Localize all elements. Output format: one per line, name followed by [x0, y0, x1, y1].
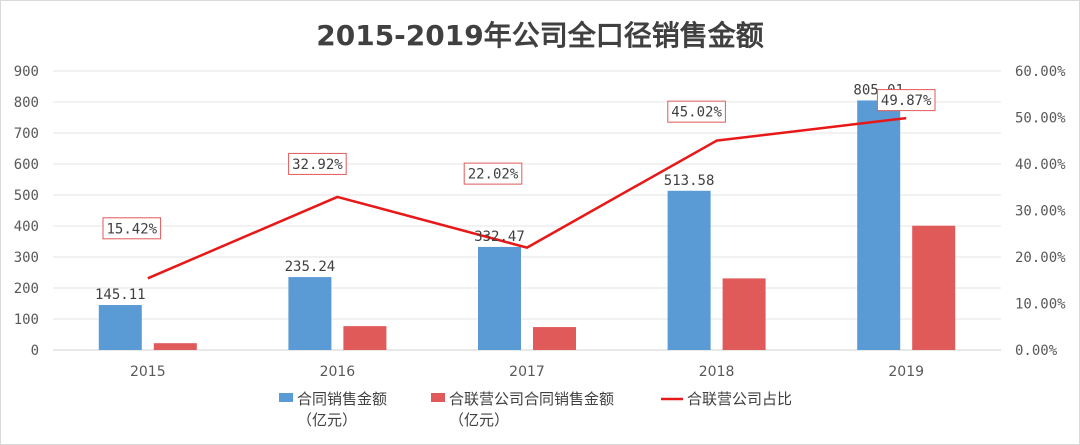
- ratio-label-box: [288, 152, 347, 175]
- legend-label: 合联营公司占比: [687, 390, 792, 408]
- right-tick-label: 60.00%: [1015, 64, 1066, 80]
- left-tick-label: 800: [14, 95, 39, 111]
- ratio-data-label: 22.02%: [468, 167, 519, 183]
- bar-jv-contract-sales: [912, 225, 956, 350]
- ratio-data-label: 49.87%: [881, 93, 932, 109]
- ratio-label-box: [463, 162, 523, 185]
- bars: [98, 100, 956, 350]
- bar-contract-sales: [288, 277, 332, 350]
- bar-data-label: 513.58: [664, 173, 715, 189]
- left-tick-label: 400: [14, 219, 39, 235]
- legend-label: （亿元）: [297, 411, 357, 429]
- left-tick-label: 100: [14, 312, 39, 328]
- left-tick-label: 500: [14, 188, 39, 204]
- right-tick-label: 0.00%: [1015, 343, 1058, 359]
- left-y-axis: 0 100 200 300 400 500 600 700 800 900: [14, 64, 39, 359]
- bar-contract-sales: [98, 305, 142, 350]
- legend-swatch: [431, 393, 445, 402]
- legend-swatch: [279, 393, 293, 402]
- right-tick-label: 50.00%: [1015, 111, 1066, 127]
- right-tick-label: 20.00%: [1015, 250, 1066, 266]
- x-axis: 2015 2016 2017 2018 2019: [53, 349, 1001, 380]
- bar-jv-contract-sales: [722, 278, 766, 350]
- x-tick-label: 2019: [888, 364, 924, 380]
- ratio-data-label: 32.92%: [292, 157, 343, 173]
- bar-contract-sales: [857, 100, 901, 350]
- left-tick-label: 900: [14, 64, 39, 80]
- bar-contract-sales: [478, 246, 521, 350]
- right-tick-label: 40.00%: [1015, 157, 1066, 173]
- bar-data-label: 332.47: [474, 229, 525, 245]
- left-tick-label: 300: [14, 250, 39, 266]
- bar-contract-sales: [667, 190, 711, 350]
- left-tick-label: 600: [14, 157, 39, 173]
- x-tick-label: 2015: [130, 364, 166, 380]
- data-labels: 145.11235.24332.47513.58805.0115.42%32.9…: [95, 82, 936, 303]
- legend-label: 合联营公司合同销售金额: [449, 390, 614, 408]
- right-tick-label: 10.00%: [1015, 297, 1066, 313]
- bar-jv-contract-sales: [533, 327, 576, 350]
- ratio-data-label: 15.42%: [107, 221, 158, 237]
- ratio-data-label: 45.02%: [671, 105, 722, 121]
- left-tick-label: 0: [31, 343, 39, 359]
- bar-jv-contract-sales: [153, 343, 197, 350]
- left-tick-label: 700: [14, 126, 39, 142]
- chart-title: 2015-2019年公司全口径销售金额: [316, 19, 763, 52]
- x-tick-label: 2017: [509, 364, 545, 380]
- ratio-line-path: [147, 116, 907, 280]
- gridlines: [53, 70, 1001, 351]
- ratio-line: [147, 116, 907, 280]
- bar-data-label: 235.24: [285, 259, 336, 275]
- x-tick-label: 2016: [320, 364, 356, 380]
- right-tick-label: 30.00%: [1015, 204, 1066, 220]
- bar-jv-contract-sales: [343, 326, 387, 350]
- legend-label: （亿元）: [449, 411, 509, 429]
- right-y-axis: 0.00% 10.00% 20.00% 30.00% 40.00% 50.00% 60.00…: [1015, 64, 1066, 359]
- legend-label: 合同销售金额: [297, 390, 387, 408]
- legend: 合同销售金额 （亿元） 合联营公司合同销售金额 （亿元） 合联营公司占比: [279, 390, 792, 429]
- x-tick-label: 2018: [699, 364, 735, 380]
- ratio-label-box: [876, 89, 936, 112]
- ratio-label-box: [667, 100, 726, 123]
- left-tick-label: 200: [14, 281, 39, 297]
- ratio-label-box: [102, 217, 162, 240]
- bar-data-label: 145.11: [95, 287, 146, 303]
